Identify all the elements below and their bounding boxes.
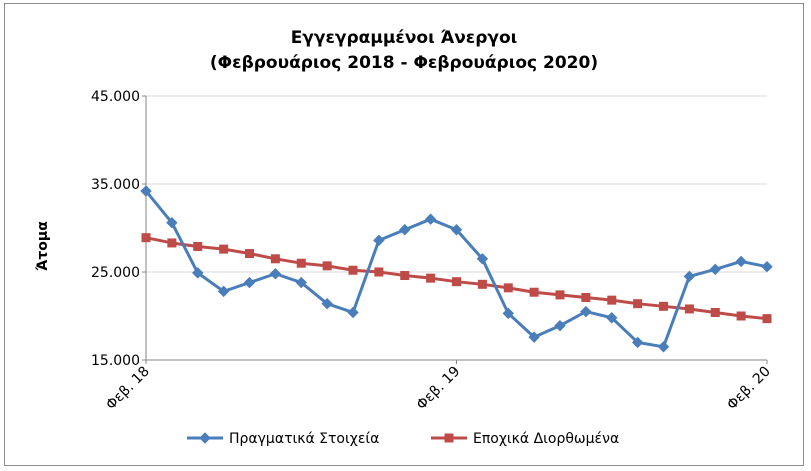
- data-point: [243, 276, 256, 289]
- data-point: [322, 261, 332, 271]
- data-point: [348, 265, 358, 275]
- data-point: [631, 336, 644, 349]
- legend-swatch-marker: [199, 432, 211, 444]
- data-point: [399, 224, 411, 236]
- data-point: [452, 277, 461, 287]
- series-group: [140, 185, 773, 353]
- data-point: [270, 254, 280, 264]
- x-tick-label: Φεβ. 18: [103, 364, 153, 414]
- y-tick-label: 35.000: [91, 177, 140, 193]
- y-tick-labels: 15.000 25.000 35.000 45.000: [91, 89, 140, 369]
- series-1: [141, 233, 772, 324]
- chart-title-line2: (Φεβρουάριος 2018 - Φεβρουάριος 2020): [210, 53, 598, 73]
- data-point: [502, 307, 514, 320]
- data-point: [735, 255, 747, 268]
- data-point: [167, 238, 177, 248]
- legend-item: Εποχικά Διορθωμένα: [431, 431, 619, 447]
- chart-frame: Εγγεγραμμένοι Άνεργοι (Φεβρουάριος 2018 …: [4, 3, 804, 466]
- x-tick-label: Φεβ. 20: [724, 364, 774, 414]
- legend-swatch-marker: [444, 433, 454, 443]
- legend-label: Πραγματικά Στοιχεία: [229, 431, 379, 447]
- legend: Πραγματικά Στοιχεία Εποχικά Διορθωμένα: [187, 431, 619, 447]
- data-point: [736, 311, 746, 321]
- data-point: [166, 217, 178, 229]
- data-point: [450, 224, 463, 236]
- data-point: [580, 305, 592, 318]
- chart-title-line1: Εγγεγραμμένοι Άνεργοι: [291, 28, 518, 48]
- data-point: [683, 270, 696, 283]
- data-point: [709, 263, 721, 276]
- data-point: [373, 234, 385, 247]
- data-point: [476, 253, 489, 265]
- data-point: [555, 290, 565, 300]
- data-point: [400, 271, 410, 281]
- data-point: [321, 297, 333, 310]
- axes: [142, 95, 768, 364]
- data-point: [762, 314, 772, 324]
- line-chart: Εγγεγραμμένοι Άνεργοι (Φεβρουάριος 2018 …: [35, 28, 774, 447]
- data-point: [140, 185, 152, 197]
- y-axis-label: Άτομα: [35, 221, 51, 271]
- data-point: [528, 331, 540, 343]
- data-point: [659, 301, 668, 311]
- series-0: [140, 185, 773, 353]
- data-point: [296, 258, 306, 268]
- data-point: [529, 287, 539, 297]
- data-point: [374, 267, 384, 277]
- data-point: [192, 267, 204, 279]
- data-point: [141, 233, 151, 243]
- data-point: [710, 307, 720, 317]
- series-line: [144, 190, 768, 349]
- data-point: [424, 213, 437, 225]
- x-tick-labels: Φεβ. 18 Φεβ. 19 Φεβ. 20: [103, 364, 774, 414]
- data-point: [606, 312, 618, 324]
- data-point: [633, 299, 643, 309]
- data-point: [426, 273, 436, 283]
- data-point: [295, 276, 307, 289]
- data-point: [684, 304, 694, 314]
- y-tick-label: 25.000: [91, 265, 140, 281]
- data-point: [193, 241, 203, 251]
- legend-label: Εποχικά Διορθωμένα: [473, 431, 619, 447]
- y-tick-label: 45.000: [91, 89, 140, 105]
- gridlines: [146, 95, 767, 273]
- data-point: [607, 295, 617, 305]
- data-point: [245, 249, 254, 259]
- data-point: [581, 293, 591, 303]
- data-point: [503, 283, 513, 293]
- x-tick-label: Φεβ. 19: [414, 364, 464, 414]
- data-point: [477, 279, 487, 289]
- data-point: [217, 285, 230, 298]
- data-point: [347, 306, 359, 319]
- data-point: [657, 341, 670, 353]
- data-point: [761, 261, 773, 273]
- data-point: [269, 268, 282, 280]
- data-point: [219, 244, 229, 254]
- y-tick-label: 15.000: [91, 353, 140, 369]
- data-point: [554, 319, 566, 332]
- legend-item: Πραγματικά Στοιχεία: [187, 431, 379, 447]
